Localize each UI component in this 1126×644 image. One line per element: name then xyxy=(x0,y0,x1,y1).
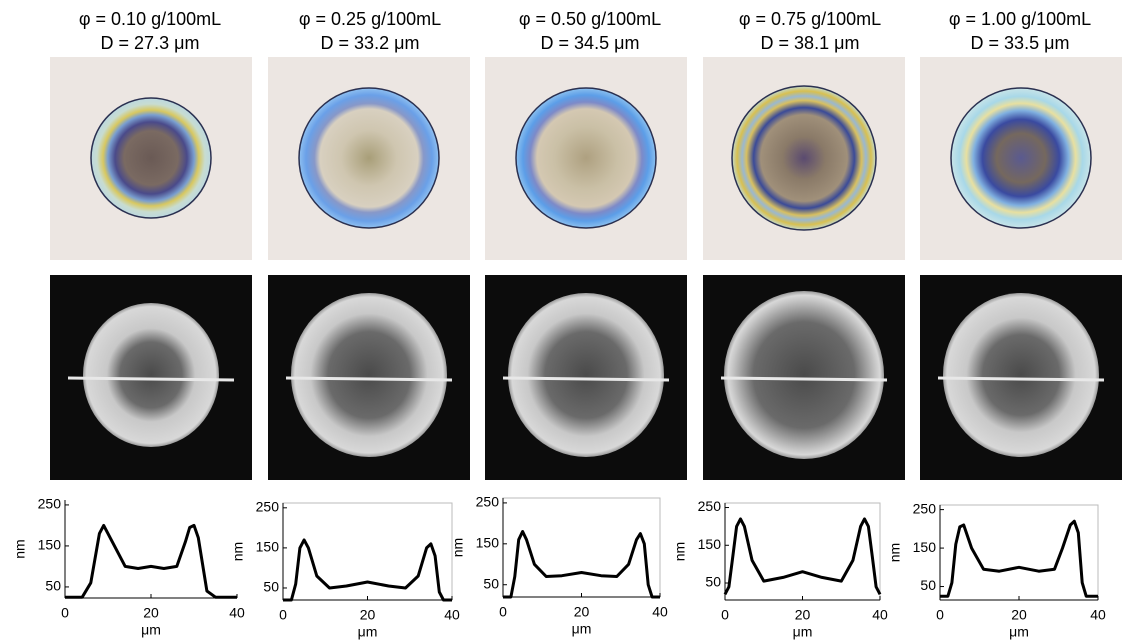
y-tick-label: 250 xyxy=(476,494,500,510)
y-axis-label: nm xyxy=(12,539,28,558)
chart-subtitle: D = 33.5 μm xyxy=(971,33,1070,53)
chart-title: φ = 1.00 g/100mL xyxy=(949,9,1091,29)
afm-droplet xyxy=(83,303,219,447)
profile-curve xyxy=(725,519,880,594)
y-tick-label: 250 xyxy=(698,498,722,514)
y-tick-label: 50 xyxy=(920,577,936,593)
droplet xyxy=(299,88,439,228)
droplet xyxy=(732,86,876,230)
y-tick-label: 250 xyxy=(913,500,937,516)
chart-subtitle: D = 33.2 μm xyxy=(321,33,420,53)
chart-title: φ = 0.10 g/100mL xyxy=(79,9,221,29)
afm-droplet xyxy=(724,291,884,459)
droplet xyxy=(516,88,656,228)
x-tick-label: 20 xyxy=(574,604,590,620)
x-tick-label: 0 xyxy=(61,605,69,621)
x-tick-label: 40 xyxy=(652,604,668,620)
y-tick-label: 150 xyxy=(913,539,937,555)
chart-subtitle: D = 38.1 μm xyxy=(761,33,860,53)
x-tick-label: 0 xyxy=(499,604,507,620)
y-axis-label: nm xyxy=(230,542,246,561)
x-tick-label: 40 xyxy=(444,607,460,623)
x-axis-label: μm xyxy=(793,624,813,640)
x-axis-label: μm xyxy=(141,622,161,638)
x-tick-label: 20 xyxy=(795,607,811,623)
chart-subtitle: D = 27.3 μm xyxy=(101,33,200,53)
profile-curve xyxy=(503,532,660,598)
y-tick-label: 250 xyxy=(256,499,280,515)
x-axis-label: μm xyxy=(572,621,592,637)
profile-curve xyxy=(283,540,452,600)
y-tick-label: 250 xyxy=(38,496,62,512)
y-tick-label: 50 xyxy=(483,575,499,591)
profile-line xyxy=(286,378,452,380)
plot-box xyxy=(940,505,1098,600)
figure: φ = 0.10 g/100mL D = 27.3 μm 50 150 250 0 20 40… xyxy=(0,0,1126,644)
x-tick-label: 0 xyxy=(936,607,944,623)
droplet xyxy=(91,98,211,218)
profile-curve xyxy=(65,525,237,597)
y-axis-label: nm xyxy=(887,543,903,562)
y-axis-label: nm xyxy=(672,542,688,561)
profile-line xyxy=(938,378,1104,380)
y-tick-label: 150 xyxy=(476,535,500,551)
profile-line xyxy=(721,378,887,380)
x-tick-label: 40 xyxy=(229,605,245,621)
y-tick-label: 50 xyxy=(705,574,721,590)
chart-title: φ = 0.25 g/100mL xyxy=(299,9,441,29)
y-tick-label: 150 xyxy=(38,537,62,553)
afm-droplet xyxy=(508,293,664,457)
profile-line xyxy=(68,378,234,380)
x-tick-label: 40 xyxy=(1090,607,1106,623)
x-tick-label: 20 xyxy=(1011,607,1027,623)
chart-title: φ = 0.50 g/100mL xyxy=(519,9,661,29)
y-tick-label: 50 xyxy=(45,578,61,594)
plot-box xyxy=(725,503,880,600)
chart-title: φ = 0.75 g/100mL xyxy=(739,9,881,29)
x-tick-label: 20 xyxy=(360,607,376,623)
y-tick-label: 150 xyxy=(698,536,722,552)
x-tick-label: 40 xyxy=(872,607,888,623)
profile-curve xyxy=(940,521,1098,596)
x-tick-label: 0 xyxy=(721,607,729,623)
chart-subtitle: D = 34.5 μm xyxy=(541,33,640,53)
droplet xyxy=(951,88,1091,228)
profile-line xyxy=(503,378,669,380)
y-axis-label: nm xyxy=(450,538,466,557)
plot-box xyxy=(503,498,660,597)
afm-droplet xyxy=(943,293,1099,457)
x-axis-label: μm xyxy=(358,624,378,640)
y-tick-label: 50 xyxy=(263,579,279,595)
x-axis-label: μm xyxy=(1009,624,1029,640)
x-tick-label: 20 xyxy=(143,605,159,621)
y-tick-label: 150 xyxy=(256,539,280,555)
afm-droplet xyxy=(291,293,447,457)
x-tick-label: 0 xyxy=(279,607,287,623)
